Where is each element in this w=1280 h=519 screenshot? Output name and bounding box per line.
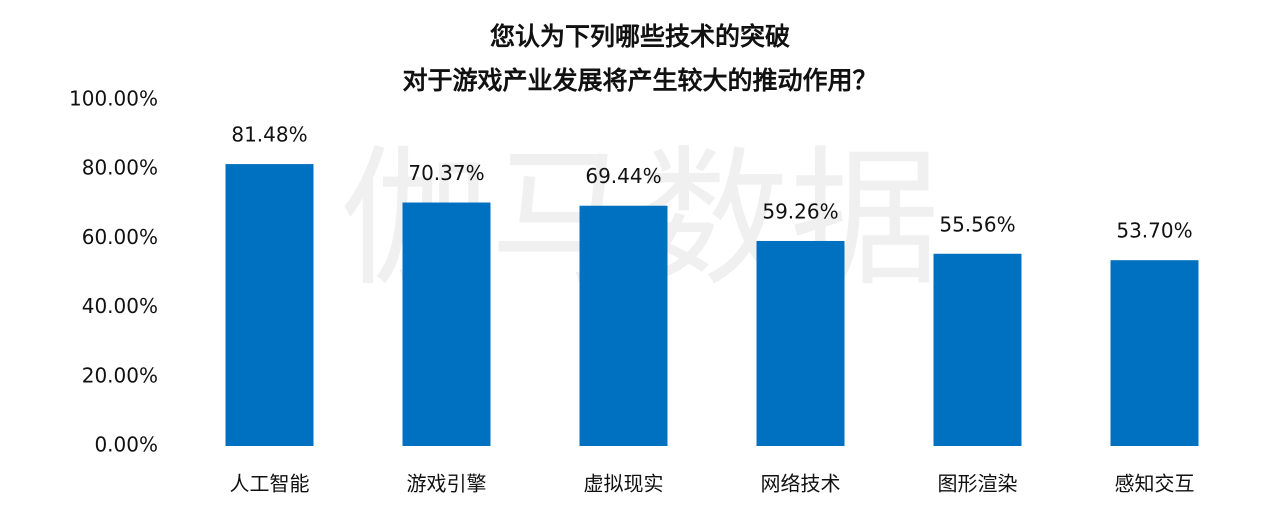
y-tick-label: 0.00% [94,433,158,457]
x-tick-label: 游戏引擎 [407,472,487,496]
y-tick-label: 20.00% [82,363,158,387]
value-label: 53.70% [1116,219,1192,243]
bar [933,253,1022,446]
y-tick-label: 80.00% [82,156,158,180]
bar [756,240,845,446]
y-tick-label: 40.00% [82,294,158,318]
bar [225,164,314,446]
value-label: 59.26% [762,199,838,223]
y-tick-label: 100.00% [69,87,158,111]
y-tick-label: 60.00% [82,225,158,249]
value-label: 55.56% [939,212,1015,236]
bar [402,202,491,446]
x-tick-label: 感知交互 [1115,472,1195,496]
chart-title: 对于游戏产业发展将产生较大的推动作用？ [402,66,877,95]
value-label: 70.37% [408,161,484,185]
x-tick-label: 图形渲染 [938,472,1018,496]
value-label: 81.48% [231,123,307,147]
chart-title: 您认为下列哪些技术的突破 [490,22,790,51]
bar [579,205,668,446]
x-tick-label: 人工智能 [230,472,310,496]
x-tick-label: 虚拟现实 [584,472,664,496]
value-label: 69.44% [585,164,661,188]
x-tick-label: 网络技术 [761,472,841,496]
bar [1110,260,1199,446]
